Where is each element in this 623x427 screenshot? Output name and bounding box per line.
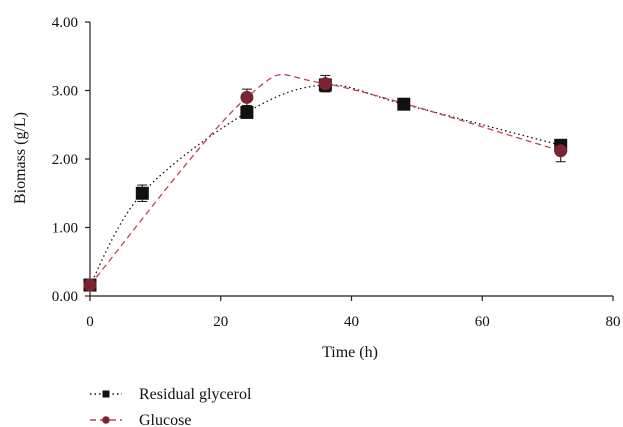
y-axis-title: Biomass (g/L) [12, 112, 29, 204]
chart-data-marks [83, 74, 568, 292]
data-point-glucose [554, 144, 568, 158]
legend-marker-glucose [102, 416, 110, 424]
data-point-residual-glycerol [240, 105, 254, 119]
data-point-glucose [240, 90, 254, 104]
y-tick-label: 1.00 [52, 221, 78, 237]
x-tick-label: 80 [606, 314, 621, 330]
data-point-glucose [318, 77, 332, 91]
trend-line-residual-glycerol [89, 84, 561, 286]
chart-axes [89, 22, 613, 297]
x-axis-title: Time (h) [322, 344, 378, 361]
y-tick-label: 4.00 [52, 15, 78, 31]
data-point-residual-glycerol [397, 97, 411, 111]
chart-ticks: 0 20 40 60 80 0.00 1.00 2.00 3.00 4.00 [52, 15, 621, 330]
y-tick-label: 0.00 [52, 289, 78, 305]
x-tick-label: 20 [213, 314, 228, 330]
x-tick-label: 60 [475, 314, 490, 330]
y-tick-label: 2.00 [52, 152, 78, 168]
data-point-residual-glycerol [135, 186, 149, 200]
y-tick-label: 3.00 [52, 84, 78, 100]
x-tick-label: 0 [86, 314, 94, 330]
legend-item-glucose: Glucose [90, 412, 191, 427]
legend-label-residual-glycerol: Residual glycerol [139, 386, 252, 403]
legend-label-glucose: Glucose [139, 412, 191, 427]
chart-trend-lines [89, 73, 561, 286]
x-tick-label: 40 [344, 314, 359, 330]
legend: Residual glycerol Glucose [90, 386, 252, 427]
legend-item-residual-glycerol: Residual glycerol [90, 386, 252, 403]
trend-line-glucose [89, 73, 561, 286]
legend-marker-residual-glycerol [102, 390, 110, 398]
data-point-glucose [83, 278, 97, 292]
